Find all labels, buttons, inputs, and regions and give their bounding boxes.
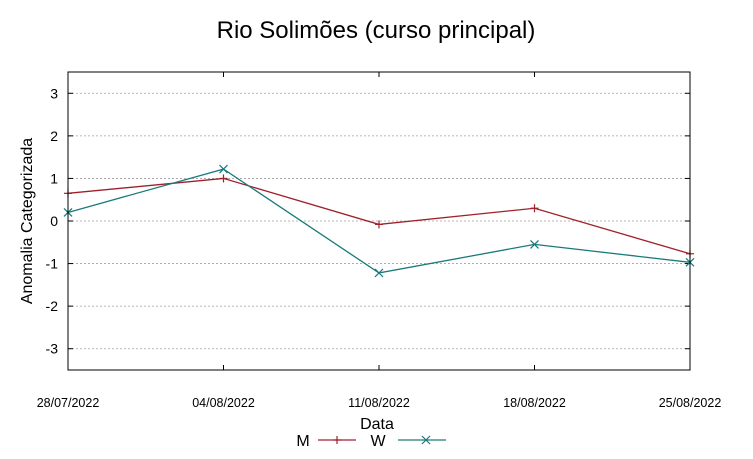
series-lines xyxy=(63,164,695,278)
data-point-M xyxy=(530,204,539,213)
y-tick-label: -2 xyxy=(46,298,59,314)
y-tick-label: 1 xyxy=(50,170,58,186)
data-point-W xyxy=(374,268,384,278)
x-tick-label: 04/08/2022 xyxy=(192,396,255,410)
x-axis-label: Data xyxy=(360,416,394,433)
data-point-M xyxy=(375,220,383,229)
x-axis-ticks: 28/07/2022 04/08/2022 11/08/2022 18/08/2022… xyxy=(37,72,722,410)
y-axis-label: Anomalia Categorizada xyxy=(19,138,36,304)
x-tick-label: 11/08/2022 xyxy=(348,396,410,410)
data-point-M xyxy=(219,174,228,183)
series-line-M xyxy=(67,177,691,255)
x-tick-label: 25/08/2022 xyxy=(659,396,722,410)
legend-label-W: W xyxy=(370,433,386,450)
data-point-W xyxy=(219,164,228,174)
y-axis-ticks: -3 -2 -1 0 1 2 3 xyxy=(46,85,690,357)
x-tick-label: 18/08/2022 xyxy=(503,396,566,410)
y-tick-label: -3 xyxy=(46,341,59,357)
chart-title: Rio Solimões (curso principal) xyxy=(217,17,536,44)
y-tick-label: 3 xyxy=(50,85,58,101)
y-tick-label: -1 xyxy=(46,256,59,272)
legend-marker-W xyxy=(421,435,431,445)
data-point-W xyxy=(530,239,539,249)
y-tick-label: 0 xyxy=(50,213,58,229)
legend-label-M: M xyxy=(296,433,309,450)
x-tick-label: 28/07/2022 xyxy=(37,396,100,410)
y-tick-label: 2 xyxy=(50,128,58,144)
plot-area-frame xyxy=(67,71,691,371)
legend-marker-M xyxy=(333,436,341,444)
